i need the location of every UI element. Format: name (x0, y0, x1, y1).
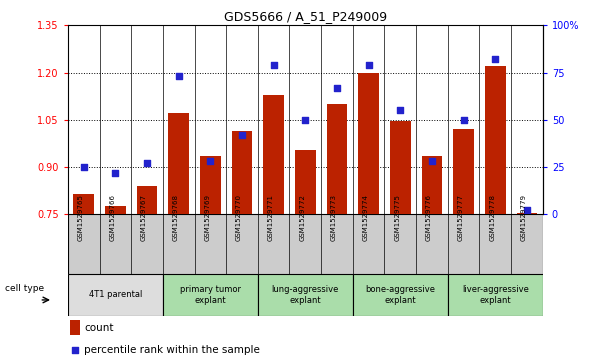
Bar (485, 66, 506, 214)
Bar (163, 274, 258, 316)
Point (459, 117, 468, 123)
Text: GSM1529773: GSM1529773 (331, 194, 337, 241)
Point (269, 62, 278, 68)
Bar (263, 95, 284, 214)
Text: count: count (84, 323, 114, 333)
Text: GSM1529771: GSM1529771 (268, 194, 274, 241)
Bar (358, 73, 379, 214)
Point (396, 107, 405, 113)
Title: GDS5666 / A_51_P249009: GDS5666 / A_51_P249009 (224, 10, 387, 23)
Point (111, 170, 120, 176)
Bar (295, 150, 316, 214)
Text: GSM1529770: GSM1529770 (236, 194, 242, 241)
Bar (168, 114, 189, 214)
Text: primary tumor
explant: primary tumor explant (180, 285, 241, 305)
Bar (105, 206, 126, 214)
Bar (70, 320, 80, 335)
Bar (327, 104, 348, 214)
Text: GSM1529769: GSM1529769 (204, 194, 211, 241)
Bar (232, 131, 253, 214)
Point (491, 57, 500, 62)
Bar (422, 156, 442, 214)
Text: GSM1529774: GSM1529774 (363, 194, 369, 241)
Text: GSM1529778: GSM1529778 (489, 194, 496, 241)
Point (364, 62, 373, 68)
Bar (73, 194, 94, 214)
Point (332, 85, 342, 91)
Point (206, 158, 215, 164)
Bar (453, 129, 474, 214)
Text: cell type: cell type (5, 284, 45, 293)
Text: GSM1529775: GSM1529775 (394, 194, 401, 241)
Bar (448, 274, 543, 316)
Point (301, 117, 310, 123)
Text: GSM1529776: GSM1529776 (426, 194, 432, 241)
Point (174, 73, 183, 79)
Text: bone-aggressive
explant: bone-aggressive explant (365, 285, 435, 305)
Point (79, 164, 88, 170)
Text: GSM1529779: GSM1529779 (521, 194, 527, 241)
Point (237, 132, 247, 138)
Bar (200, 156, 221, 214)
Point (142, 160, 152, 166)
Point (427, 158, 437, 164)
Point (522, 208, 532, 213)
Bar (68, 274, 163, 316)
Bar (353, 274, 448, 316)
Bar (390, 121, 411, 214)
Text: GSM1529768: GSM1529768 (173, 194, 179, 241)
Text: GSM1529777: GSM1529777 (458, 194, 464, 241)
Text: lung-aggressive
explant: lung-aggressive explant (271, 285, 339, 305)
Point (70, 347, 80, 353)
Text: percentile rank within the sample: percentile rank within the sample (84, 345, 260, 355)
Bar (137, 186, 158, 214)
Text: GSM1529766: GSM1529766 (109, 194, 116, 241)
Bar (517, 213, 537, 214)
Text: GSM1529767: GSM1529767 (141, 194, 147, 241)
Text: GSM1529765: GSM1529765 (78, 194, 84, 241)
Text: liver-aggressive
explant: liver-aggressive explant (462, 285, 529, 305)
Text: 4T1 parental: 4T1 parental (88, 290, 142, 299)
Bar (258, 274, 353, 316)
Text: GSM1529772: GSM1529772 (299, 194, 306, 241)
